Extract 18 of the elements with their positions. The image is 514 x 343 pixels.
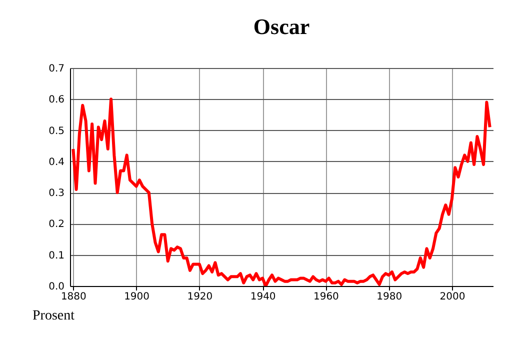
x-tick-label: 1920	[187, 292, 213, 302]
x-tick-label: 1940	[250, 292, 276, 302]
chart-title: Oscar	[253, 14, 310, 39]
y-tick-label: 0.1	[48, 250, 64, 262]
y-tick-label: 0.0	[48, 282, 64, 292]
y-tick-label: 0.7	[48, 64, 64, 74]
y-tick-label: 0.2	[48, 219, 64, 230]
y-tick-label: 0.4	[48, 156, 64, 168]
x-tick-label: 1900	[124, 292, 150, 302]
x-tick-label: 1960	[313, 292, 339, 302]
y-axis-title: Prosent	[32, 308, 75, 324]
y-tick-label: 0.3	[48, 188, 64, 200]
x-tick-label: 1880	[60, 292, 86, 302]
x-tick-label: 1980	[376, 292, 402, 302]
line-series	[72, 98, 492, 286]
x-tick-label: 2000	[440, 292, 466, 302]
y-tick-label: 0.6	[48, 94, 64, 106]
y-tick-label: 0.5	[48, 126, 64, 137]
